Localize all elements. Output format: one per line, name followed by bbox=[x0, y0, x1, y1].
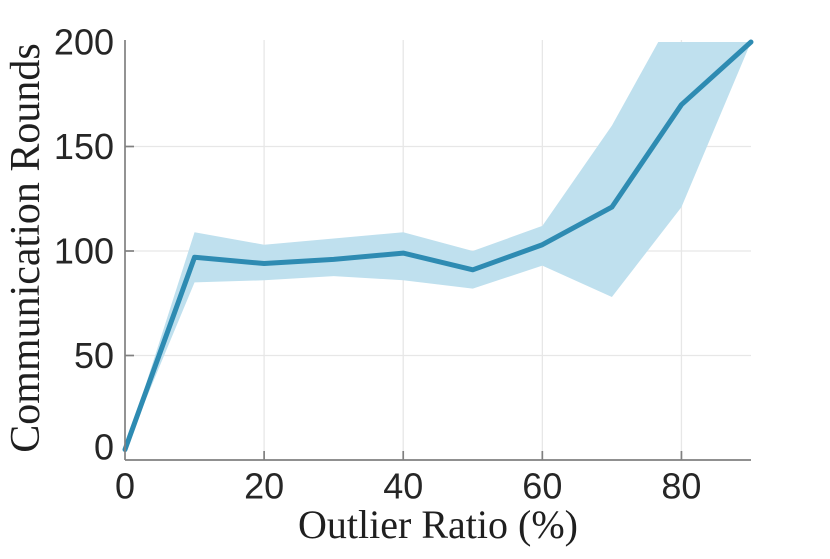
y-tick-label: 150 bbox=[54, 126, 114, 167]
y-tick-label: 200 bbox=[54, 22, 114, 63]
y-tick-label: 0 bbox=[94, 427, 114, 468]
y-axis-label: Communication Rounds bbox=[3, 43, 49, 453]
y-tick-label: 50 bbox=[74, 335, 114, 376]
x-tick-label: 20 bbox=[244, 465, 284, 506]
x-tick-label: 80 bbox=[661, 465, 701, 506]
confidence-band bbox=[125, 42, 751, 450]
y-tick-label: 100 bbox=[54, 231, 114, 272]
x-axis-label: Outlier Ratio (%) bbox=[298, 502, 578, 547]
x-tick-label: 60 bbox=[522, 465, 562, 506]
x-tick-label: 0 bbox=[115, 465, 135, 506]
data-line bbox=[122, 39, 754, 453]
x-tick-label: 40 bbox=[383, 465, 423, 506]
